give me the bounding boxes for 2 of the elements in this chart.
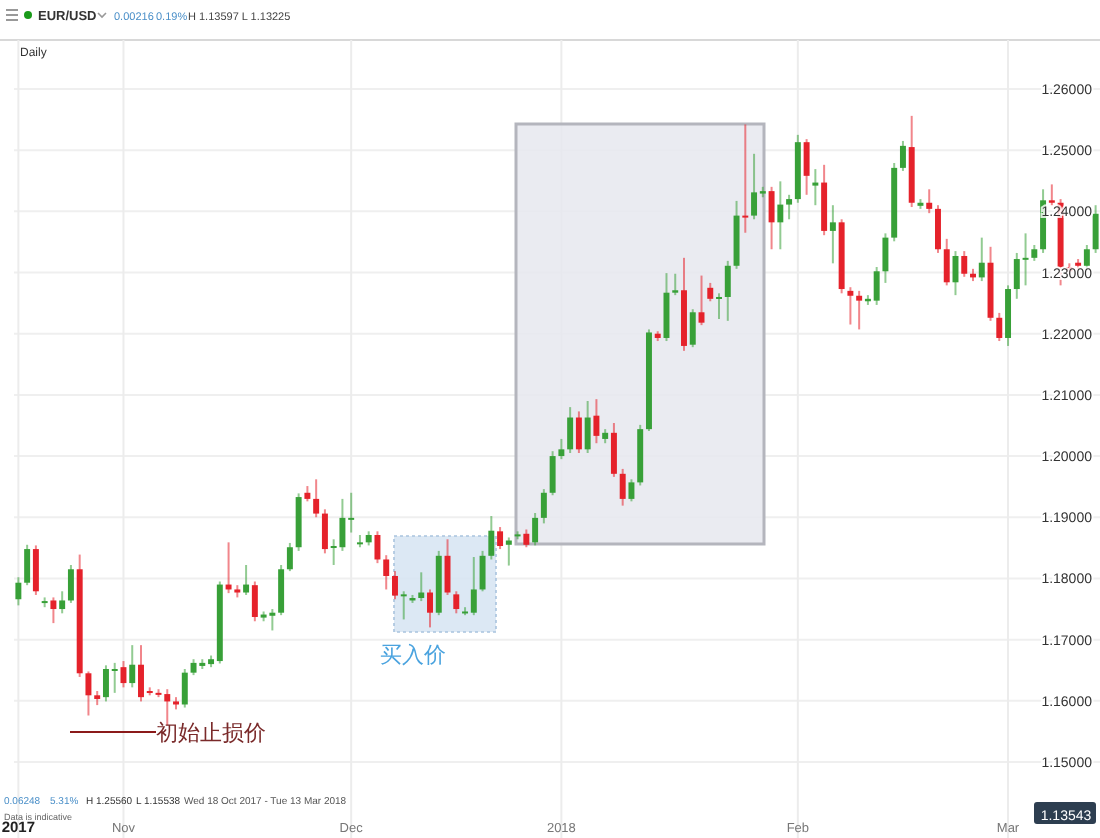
annotation: 初始止损价 [156,720,266,746]
annotation: 买入价 [380,642,446,668]
